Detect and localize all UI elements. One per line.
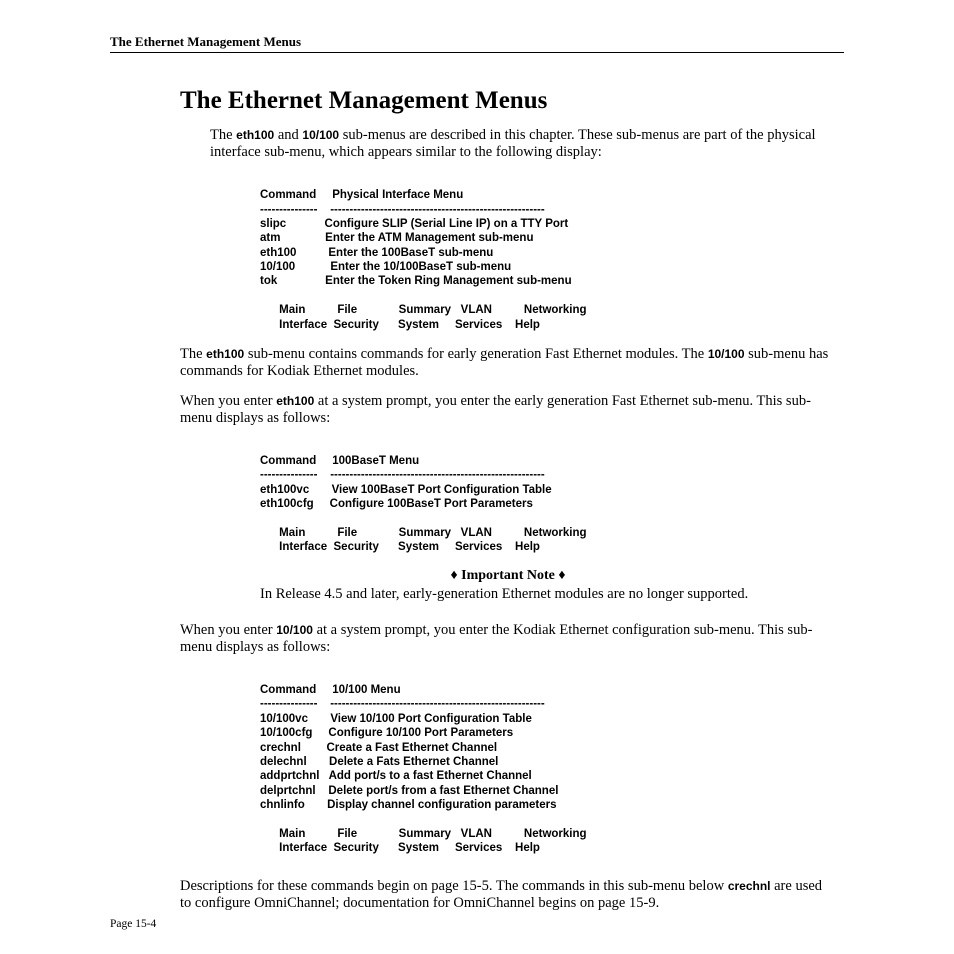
content-area: The Ethernet Management Menus The eth100… <box>110 87 844 912</box>
menu-header: Command 10/100 Menu <box>260 684 401 696</box>
note-body: In Release 4.5 and later, early-generati… <box>260 586 756 603</box>
menu-row: chnlinfo Display channel configuration p… <box>260 799 557 811</box>
menu-nav-row-1: Main File Summary VLAN Networking <box>260 527 587 539</box>
menu-row: eth100 Enter the 100BaseT sub-menu <box>260 247 493 259</box>
menu-divider: --------------- ------------------------… <box>260 698 545 710</box>
text: When you enter <box>180 393 276 409</box>
menu-nav-row-2: Interface Security System Services Help <box>260 319 540 331</box>
term-10-100: 10/100 <box>302 128 339 142</box>
menu-nav-row-2: Interface Security System Services Help <box>260 842 540 854</box>
menu-divider: --------------- ------------------------… <box>260 469 545 481</box>
paragraph-enter-eth100: When you enter eth100 at a system prompt… <box>180 393 836 428</box>
page-title: The Ethernet Management Menus <box>180 87 836 115</box>
menu-nav-row-2: Interface Security System Services Help <box>260 541 540 553</box>
menu-row: tok Enter the Token Ring Management sub-… <box>260 275 572 287</box>
menu-row: 10/100vc View 10/100 Port Configuration … <box>260 713 532 725</box>
intro-paragraph: The eth100 and 10/100 sub-menus are desc… <box>210 127 836 162</box>
menu-header: Command 100BaseT Menu <box>260 455 419 467</box>
10-100-menu: Command 10/100 Menu --------------- ----… <box>260 669 836 856</box>
menu-row: eth100cfg Configure 100BaseT Port Parame… <box>260 498 533 510</box>
paragraph-descriptions: Descriptions for these commands begin on… <box>180 878 836 913</box>
text: sub-menu contains commands for early gen… <box>244 346 708 362</box>
term-10-100: 10/100 <box>276 623 313 637</box>
text: When you enter <box>180 622 276 638</box>
physical-interface-menu: Command Physical Interface Menu --------… <box>260 174 836 332</box>
menu-row: delechnl Delete a Fats Ethernet Channel <box>260 756 498 768</box>
running-head: The Ethernet Management Menus <box>110 34 844 53</box>
menu-row: slipc Configure SLIP (Serial Line IP) on… <box>260 218 568 230</box>
menu-row: delprtchnl Delete port/s from a fast Eth… <box>260 785 558 797</box>
text: The <box>180 346 206 362</box>
term-eth100: eth100 <box>276 394 314 408</box>
menu-row: crechnl Create a Fast Ethernet Channel <box>260 742 497 754</box>
menu-nav-row-1: Main File Summary VLAN Networking <box>260 304 587 316</box>
menu-row: atm Enter the ATM Management sub-menu <box>260 232 533 244</box>
menu-nav-row-1: Main File Summary VLAN Networking <box>260 828 587 840</box>
100baset-menu: Command 100BaseT Menu --------------- --… <box>260 439 836 554</box>
note-title: ♦ Important Note ♦ <box>260 568 756 584</box>
menu-divider: --------------- ------------------------… <box>260 204 545 216</box>
term-10-100: 10/100 <box>708 347 745 361</box>
menu-row: eth100vc View 100BaseT Port Configuratio… <box>260 484 552 496</box>
text: and <box>274 127 302 143</box>
term-eth100: eth100 <box>236 128 274 142</box>
page-number: Page 15-4 <box>110 918 156 930</box>
important-note: ♦ Important Note ♦ In Release 4.5 and la… <box>260 568 756 603</box>
paragraph-enter-10-100: When you enter 10/100 at a system prompt… <box>180 622 836 657</box>
page: The Ethernet Management Menus The Ethern… <box>0 0 954 938</box>
menu-row: 10/100 Enter the 10/100BaseT sub-menu <box>260 261 511 273</box>
menu-row: addprtchnl Add port/s to a fast Ethernet… <box>260 770 532 782</box>
text: Descriptions for these commands begin on… <box>180 878 728 894</box>
term-crechnl: crechnl <box>728 879 771 893</box>
text: The <box>210 127 236 143</box>
paragraph-eth100-description: The eth100 sub-menu contains commands fo… <box>180 346 836 381</box>
term-eth100: eth100 <box>206 347 244 361</box>
menu-row: 10/100cfg Configure 10/100 Port Paramete… <box>260 727 513 739</box>
menu-header: Command Physical Interface Menu <box>260 189 463 201</box>
